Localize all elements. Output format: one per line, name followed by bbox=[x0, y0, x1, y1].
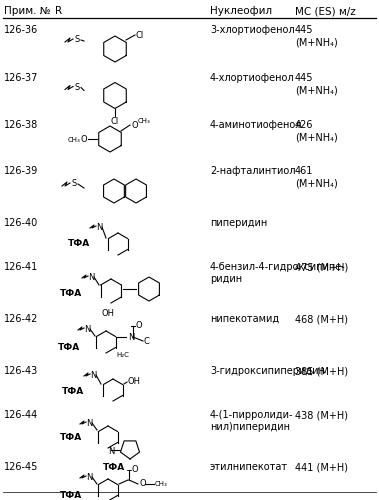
Text: ТФА: ТФА bbox=[58, 344, 80, 352]
Text: 445
(М+NH₄): 445 (М+NH₄) bbox=[295, 73, 338, 96]
Text: CH₃: CH₃ bbox=[155, 481, 168, 487]
Text: N: N bbox=[90, 370, 96, 380]
Text: ТФА: ТФА bbox=[103, 463, 125, 472]
Text: нипекотамид: нипекотамид bbox=[210, 314, 279, 324]
Text: МС (ES) м/z: МС (ES) м/z bbox=[295, 6, 356, 16]
Text: N: N bbox=[86, 418, 92, 428]
Text: N: N bbox=[88, 272, 94, 281]
Text: 468 (М+H): 468 (М+H) bbox=[295, 314, 348, 324]
Text: 385 (М+H): 385 (М+H) bbox=[295, 366, 348, 376]
Text: 126-37: 126-37 bbox=[4, 73, 38, 83]
Text: O: O bbox=[136, 322, 143, 330]
Text: CH₃: CH₃ bbox=[138, 118, 151, 124]
Text: S: S bbox=[74, 83, 80, 92]
Text: 4-бензил-4-гидроксипипе-
ридин: 4-бензил-4-гидроксипипе- ридин bbox=[210, 262, 346, 284]
Text: ТФА: ТФА bbox=[60, 290, 82, 298]
Text: H₂C: H₂C bbox=[116, 352, 129, 358]
Text: O: O bbox=[139, 480, 146, 488]
Text: 4-хлортиофенол: 4-хлортиофенол bbox=[210, 73, 294, 83]
Text: 126-44: 126-44 bbox=[4, 410, 38, 420]
Text: этилнипекотат: этилнипекотат bbox=[210, 462, 288, 472]
Text: 461
(М+NH₄): 461 (М+NH₄) bbox=[295, 166, 338, 188]
Text: 475 (М+H): 475 (М+H) bbox=[295, 262, 348, 272]
Text: 126-38: 126-38 bbox=[4, 120, 38, 130]
Text: 126-40: 126-40 bbox=[4, 218, 38, 228]
Text: O: O bbox=[132, 466, 139, 474]
Text: N: N bbox=[128, 332, 135, 342]
Text: 445
(М+NH₄): 445 (М+NH₄) bbox=[295, 25, 338, 48]
Text: O: O bbox=[80, 134, 87, 143]
Text: ТФА: ТФА bbox=[60, 432, 82, 442]
Text: 126-43: 126-43 bbox=[4, 366, 38, 376]
Text: 438 (М+H): 438 (М+H) bbox=[295, 410, 348, 420]
Text: 2-нафталинтиол: 2-нафталинтиол bbox=[210, 166, 296, 176]
Text: S: S bbox=[74, 36, 80, 44]
Text: 126-36: 126-36 bbox=[4, 25, 38, 35]
Text: пиперидин: пиперидин bbox=[210, 218, 267, 228]
Text: 441 (М+H): 441 (М+H) bbox=[295, 462, 348, 472]
Text: Нуклеофил: Нуклеофил bbox=[210, 6, 272, 16]
Text: O: O bbox=[131, 120, 138, 130]
Text: 4-(1-пирролиди-
нил)пиперидин: 4-(1-пирролиди- нил)пиперидин bbox=[210, 410, 293, 432]
Text: Cl: Cl bbox=[111, 118, 119, 126]
Text: N: N bbox=[96, 222, 102, 232]
Text: C: C bbox=[144, 336, 150, 345]
Text: 126-45: 126-45 bbox=[4, 462, 38, 472]
Text: 426
(М+NH₄): 426 (М+NH₄) bbox=[295, 120, 338, 142]
Text: N: N bbox=[108, 446, 114, 456]
Text: 3-гидроксипиперидин: 3-гидроксипиперидин bbox=[210, 366, 325, 376]
Text: ТФА: ТФА bbox=[68, 240, 90, 248]
Text: S: S bbox=[71, 180, 77, 188]
Text: 126-41: 126-41 bbox=[4, 262, 38, 272]
Text: N: N bbox=[84, 324, 90, 334]
Text: OH: OH bbox=[102, 309, 114, 318]
Text: OH: OH bbox=[127, 378, 140, 386]
Text: CH₃: CH₃ bbox=[67, 137, 80, 143]
Text: 126-39: 126-39 bbox=[4, 166, 38, 176]
Text: ТФА: ТФА bbox=[62, 388, 84, 396]
Text: ТФА: ТФА bbox=[60, 492, 82, 500]
Text: R: R bbox=[55, 6, 62, 16]
Text: 4-аминотиофенол: 4-аминотиофенол bbox=[210, 120, 302, 130]
Text: N: N bbox=[86, 472, 92, 482]
Text: 3-хлортиофенол: 3-хлортиофенол bbox=[210, 25, 294, 35]
Text: Cl: Cl bbox=[136, 30, 144, 40]
Text: 126-42: 126-42 bbox=[4, 314, 38, 324]
Text: Прим. №: Прим. № bbox=[4, 6, 50, 16]
